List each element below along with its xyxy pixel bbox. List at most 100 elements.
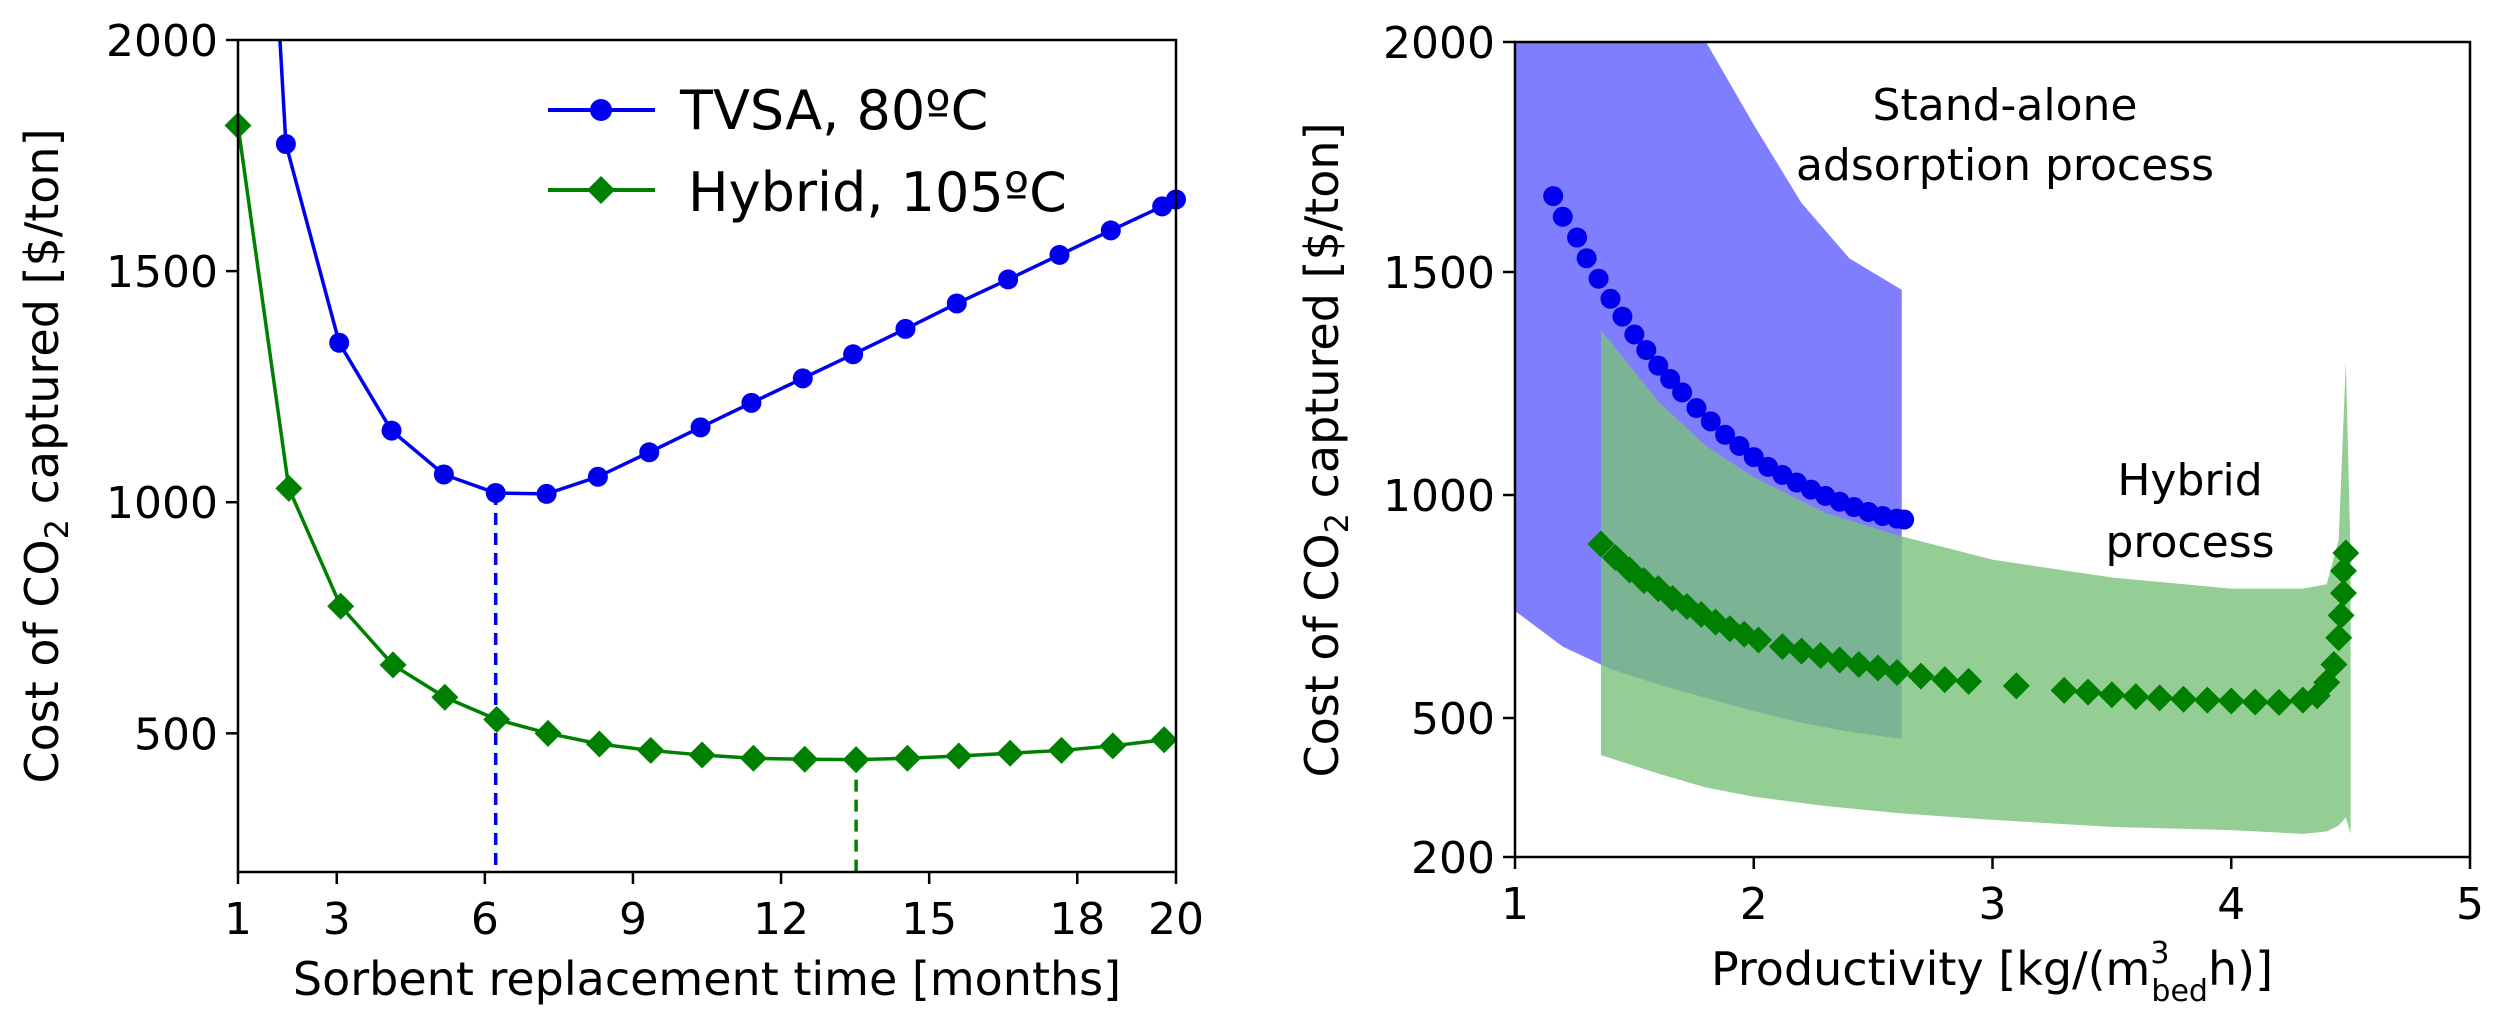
left-xlabel: Sorbent replacement time [months] — [293, 952, 1121, 1006]
point-tvsa — [381, 420, 402, 441]
point-hybrid — [1931, 666, 1959, 694]
point-hybrid — [1768, 633, 1796, 661]
point-hybrid — [2193, 686, 2221, 714]
point-hybrid — [2146, 684, 2174, 712]
point-tvsa — [1552, 206, 1573, 227]
right-ytick-label: 1000 — [1383, 471, 1495, 522]
annotation-standalone-line2: adsorption process — [1796, 140, 2214, 191]
point-hybrid — [2002, 672, 2030, 700]
point-hybrid — [1955, 667, 1983, 695]
left-plot-frame — [236, 38, 1178, 874]
point-hybrid — [2327, 601, 2355, 629]
point-tvsa — [485, 482, 506, 503]
band-hybrid — [1600, 329, 2351, 834]
point-hybrid — [688, 741, 716, 769]
point-tvsa — [1600, 288, 1621, 309]
point-tvsa — [895, 318, 916, 339]
left-xtick-label: 20 — [1148, 894, 1204, 945]
point-tvsa — [1612, 306, 1633, 327]
point-tvsa — [1100, 220, 1121, 241]
point-hybrid — [1150, 726, 1178, 754]
point-hybrid — [2098, 681, 2126, 709]
legend-entry-tvsa: TVSA, 80ºC — [548, 79, 988, 142]
right-ytick-label: 1500 — [1383, 248, 1495, 299]
point-hybrid — [431, 683, 459, 711]
point-tvsa — [639, 442, 660, 463]
point-hybrid — [637, 736, 665, 764]
left-ylabel: Cost of CO2 captured [$/ton] — [15, 128, 76, 783]
point-hybrid — [379, 651, 407, 679]
legend-marker-hybrid — [587, 176, 615, 204]
point-hybrid — [2329, 579, 2357, 607]
point-hybrid — [1788, 637, 1815, 665]
point-hybrid — [483, 705, 511, 733]
right-ytick-label: 2000 — [1383, 18, 1495, 69]
left-ytick-label: 1500 — [106, 247, 218, 298]
point-tvsa — [946, 293, 967, 314]
point-tvsa — [843, 344, 864, 365]
right-xtick-label: 1 — [1501, 879, 1529, 930]
legend: TVSA, 80ºC Hybrid, 105ºC — [548, 79, 1067, 224]
point-hybrid — [945, 742, 973, 770]
point-tvsa — [1743, 447, 1764, 468]
point-tvsa — [1672, 382, 1693, 403]
annotation-standalone-line1: Stand-alone — [1873, 80, 2138, 131]
point-hybrid — [1826, 646, 1854, 674]
left-xtick-label: 1 — [224, 894, 252, 945]
point-tvsa — [1686, 398, 1707, 419]
point-hybrid — [2241, 688, 2269, 716]
annotation-hybrid-line1: Hybrid — [2117, 455, 2262, 506]
legend-entry-hybrid: Hybrid, 105ºC — [548, 161, 1067, 224]
point-hybrid — [1864, 654, 1892, 682]
left-xtick-label: 12 — [753, 894, 809, 945]
point-hybrid — [275, 474, 303, 502]
right-xtick-label: 5 — [2456, 879, 2484, 930]
left-xtick-label: 3 — [323, 894, 351, 945]
point-hybrid — [534, 719, 562, 747]
point-hybrid — [842, 746, 870, 774]
point-tvsa — [275, 134, 296, 154]
point-hybrid — [1845, 650, 1873, 678]
point-hybrid — [2122, 683, 2150, 711]
point-hybrid — [893, 744, 921, 772]
point-tvsa — [1543, 186, 1564, 207]
point-tvsa — [690, 417, 711, 438]
point-hybrid — [2265, 688, 2293, 716]
point-tvsa — [1648, 355, 1669, 376]
point-tvsa — [536, 483, 557, 504]
left-chart: 1 3 6 9 12 15 18 20 500 1000 1500 2000 Sorbent repl… — [15, 16, 1204, 1006]
point-tvsa — [433, 464, 454, 485]
right-ytick-label: 500 — [1411, 694, 1495, 745]
point-hybrid — [1807, 642, 1835, 670]
right-xlabel: Productivity [kg/(m3 bedh)] — [1711, 936, 2273, 1009]
point-tvsa — [1660, 369, 1681, 390]
point-tvsa — [741, 392, 762, 413]
left-ytick-label: 2000 — [106, 16, 218, 67]
left-ytick-label: 500 — [134, 709, 218, 760]
point-hybrid — [2332, 539, 2360, 567]
point-tvsa — [587, 466, 608, 487]
point-tvsa — [1715, 424, 1736, 445]
point-hybrid — [1745, 626, 1773, 654]
point-hybrid — [739, 744, 767, 772]
annotation-hybrid-line2: process — [2105, 517, 2274, 568]
point-tvsa — [1624, 324, 1645, 345]
point-tvsa — [1729, 435, 1750, 456]
point-hybrid — [327, 592, 355, 620]
point-tvsa — [1588, 268, 1609, 289]
left-xtick-label: 9 — [619, 894, 647, 945]
point-tvsa — [1636, 340, 1657, 361]
point-hybrid — [1883, 659, 1911, 687]
point-tvsa — [1049, 244, 1070, 265]
point-tvsa — [1567, 227, 1588, 248]
point-tvsa — [792, 368, 813, 389]
point-hybrid — [2074, 678, 2102, 706]
point-tvsa — [1894, 509, 1915, 530]
point-hybrid — [2050, 676, 2078, 704]
point-hybrid — [1587, 530, 1615, 558]
point-hybrid — [1047, 736, 1075, 764]
right-xtick-label: 3 — [1979, 879, 2007, 930]
point-tvsa — [1576, 248, 1597, 269]
point-hybrid — [2320, 650, 2348, 678]
